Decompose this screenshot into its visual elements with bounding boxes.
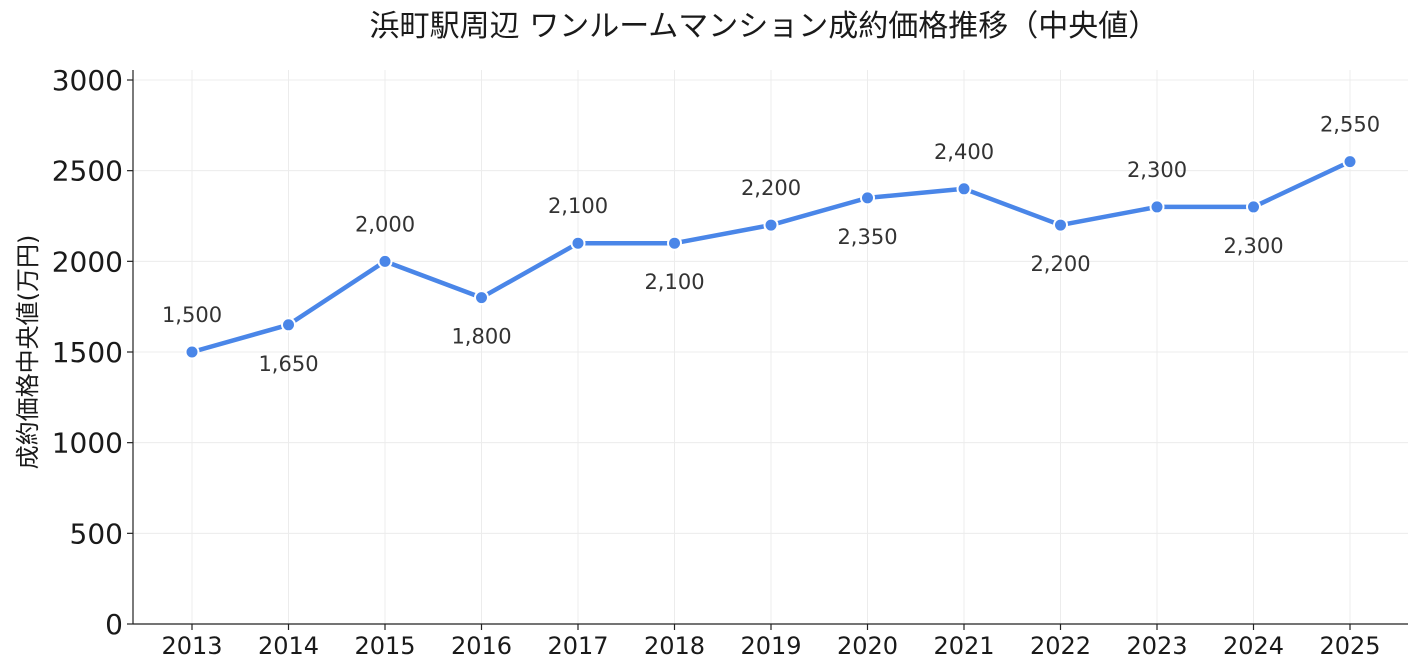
data-point xyxy=(184,344,200,360)
data-label: 1,800 xyxy=(451,325,511,349)
x-tick-label: 2025 xyxy=(1319,632,1380,660)
data-point xyxy=(1342,154,1358,170)
y-tick-label: 2000 xyxy=(52,245,123,278)
data-label: 2,400 xyxy=(934,140,994,164)
y-tick-label: 500 xyxy=(70,517,123,550)
grid xyxy=(133,70,1408,625)
x-tick-label: 2023 xyxy=(1126,632,1187,660)
data-label: 2,200 xyxy=(1030,252,1090,276)
x-tick-label: 2022 xyxy=(1030,632,1091,660)
data-point xyxy=(281,317,296,333)
data-labels: 1,500 1,650 2,000 1,800 2,100 2,100 2,200 2,350… xyxy=(162,113,1380,376)
y-tick-label: 3000 xyxy=(52,64,123,97)
x-tick-label: 2020 xyxy=(837,632,898,660)
series xyxy=(184,154,1358,360)
data-point xyxy=(1053,217,1068,233)
axes: 0 500 1000 1500 2000 2500 3000 2013 2014 2015 2016… xyxy=(52,64,1408,660)
x-tick-label: 2014 xyxy=(258,632,319,660)
x-tick-label: 2016 xyxy=(451,632,512,660)
data-label: 2,350 xyxy=(837,225,897,249)
data-label: 2,300 xyxy=(1127,158,1187,182)
data-point xyxy=(1246,199,1261,215)
x-tick-label: 2024 xyxy=(1223,632,1284,660)
chart-title: 浜町駅周辺 ワンルームマンション成約価格推移（中央値） xyxy=(370,9,1159,44)
data-label: 2,550 xyxy=(1320,113,1380,137)
data-label: 1,650 xyxy=(258,352,318,376)
x-tick-label: 2021 xyxy=(933,632,994,660)
data-point xyxy=(956,181,972,197)
x-tick-label: 2018 xyxy=(644,632,705,660)
data-label: 2,100 xyxy=(644,270,704,294)
data-point xyxy=(860,190,875,206)
data-point xyxy=(667,235,682,251)
x-tick-label: 2013 xyxy=(161,632,222,660)
y-tick-label: 1500 xyxy=(52,336,123,369)
data-point xyxy=(474,290,489,306)
data-point xyxy=(570,235,586,251)
x-tick-label: 2019 xyxy=(740,632,801,660)
data-label: 2,100 xyxy=(548,194,608,218)
y-tick-label: 2500 xyxy=(52,155,123,188)
x-tick-label: 2015 xyxy=(354,632,415,660)
data-point xyxy=(763,217,779,233)
y-tick-label: 0 xyxy=(105,608,123,641)
data-point xyxy=(377,253,393,269)
data-label: 2,200 xyxy=(741,176,801,200)
data-label: 2,000 xyxy=(355,212,415,236)
data-label: 1,500 xyxy=(162,303,222,327)
y-axis-label: 成約価格中央値(万円) xyxy=(14,235,42,470)
x-tick-label: 2017 xyxy=(547,632,608,660)
data-label: 2,300 xyxy=(1223,234,1283,258)
data-point xyxy=(1149,199,1165,215)
y-tick-label: 1000 xyxy=(52,427,123,460)
